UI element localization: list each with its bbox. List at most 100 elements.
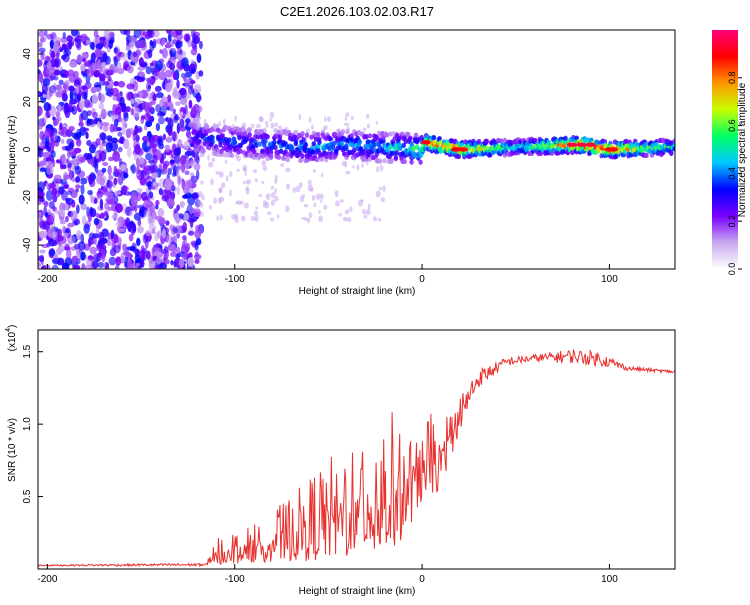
spectrogram-point <box>278 148 284 154</box>
spectrogram-point <box>67 162 72 168</box>
spectrogram-point <box>207 154 210 161</box>
spectrogram-point <box>93 236 97 245</box>
spectrogram-point <box>58 79 64 86</box>
spectrogram-point <box>232 139 238 146</box>
spectrogram-point <box>114 168 123 178</box>
spectrogram-peak <box>450 147 461 152</box>
spectrogram-point <box>298 182 303 188</box>
spectrogram-point <box>393 154 399 161</box>
spectrogram-point <box>244 170 247 177</box>
spectrogram-point <box>131 93 140 98</box>
spectrogram-point <box>300 153 305 159</box>
spectrogram-point <box>50 52 56 59</box>
spectrogram-point <box>76 54 83 64</box>
spectrogram-point <box>276 154 282 160</box>
spectrogram-point <box>154 60 164 71</box>
spectrogram-point <box>401 142 406 148</box>
snr-y-ticks: 0.5 1.0 1.5 <box>22 344 43 504</box>
spectrogram-point <box>136 192 142 202</box>
spectrogram-point <box>314 157 320 163</box>
spectrogram-point <box>194 152 199 163</box>
spectrogram-point <box>285 151 291 158</box>
spectrogram-point <box>38 145 42 156</box>
spectrogram-point <box>210 178 214 186</box>
spectrogram-point <box>113 81 120 87</box>
spectrogram-point <box>258 194 263 198</box>
spectrogram-point <box>48 182 57 189</box>
spectrogram-point <box>226 152 231 158</box>
spectrogram-point <box>71 132 78 139</box>
spectrogram-point <box>130 108 135 116</box>
spectrogram-point <box>345 170 351 175</box>
spectrogram-point <box>79 99 85 110</box>
spectrogram-point <box>138 208 145 218</box>
spectrogram-x-tick-label: -200 <box>37 274 57 285</box>
spectrogram-point <box>169 49 173 57</box>
snr-marks <box>38 348 675 568</box>
spectrogram-point <box>163 163 168 170</box>
spectrogram-point <box>108 175 114 180</box>
spectrogram-point <box>80 184 85 195</box>
spectrogram-point <box>189 79 196 85</box>
spectrogram-point <box>292 187 296 194</box>
spectrogram-point <box>173 208 178 214</box>
spectrogram-point <box>100 108 107 120</box>
spectrogram-point <box>318 210 321 214</box>
spectrogram-point <box>134 124 139 136</box>
spectrogram-point <box>313 202 317 208</box>
spectrogram-point <box>250 144 256 150</box>
snr-y-tick-label: 1.0 <box>22 417 33 431</box>
spectrogram-point <box>375 120 379 125</box>
spectrogram-point <box>164 227 170 234</box>
spectrogram-point <box>89 41 95 50</box>
spectrogram-point <box>91 260 99 269</box>
spectrogram-point <box>175 41 183 49</box>
spectrogram-point <box>61 262 70 269</box>
spectrogram-point <box>331 140 337 147</box>
spectrogram-point <box>156 257 163 264</box>
spectrogram-point <box>39 190 45 199</box>
snr-multiplier-base: (x10 <box>7 331 18 351</box>
snr-multiplier-close: ) <box>7 325 18 328</box>
spectrogram-point <box>345 128 350 135</box>
spectrogram-point <box>179 87 188 99</box>
spectrogram-point <box>57 85 63 96</box>
snr-x-label: Height of straight line (km) <box>299 586 416 597</box>
spectrogram-point <box>285 183 291 190</box>
spectrogram-point <box>172 130 176 142</box>
spectrogram-point <box>57 246 62 255</box>
spectrogram-point <box>138 249 146 260</box>
spectrogram-point <box>255 206 259 210</box>
colorbar-ticks: 0.0 0.2 0.4 0.6 0.8 <box>727 72 742 276</box>
spectrogram-point <box>85 131 89 140</box>
spectrogram-y-tick-label: -40 <box>22 237 33 252</box>
spectrogram-point <box>43 205 48 216</box>
spectrogram-point <box>166 41 171 48</box>
snr-y-multiplier: (x104) <box>5 325 18 352</box>
snr-y-tick-label: 1.5 <box>22 344 33 358</box>
spectrogram-point <box>132 51 137 58</box>
spectrogram-point <box>254 178 258 183</box>
spectrogram-point <box>54 118 60 124</box>
spectrogram-point <box>185 130 192 138</box>
spectrogram-point <box>293 129 298 135</box>
spectrogram-point <box>382 158 387 164</box>
spectrogram-point <box>137 127 142 133</box>
colorbar-tick-label: 0.0 <box>727 263 737 276</box>
spectrogram-point <box>71 158 78 166</box>
spectrogram-point <box>135 134 140 142</box>
spectrogram-point <box>73 70 79 79</box>
spectrogram-point <box>65 215 69 223</box>
spectrogram-point <box>178 258 185 268</box>
spectrogram-point <box>276 214 280 219</box>
spectrogram-point <box>330 145 336 151</box>
spectrogram-point <box>350 115 354 121</box>
spectrogram-point <box>161 38 166 45</box>
spectrogram-point <box>196 138 202 144</box>
spectrogram-point <box>52 195 58 203</box>
spectrogram-point <box>184 79 190 89</box>
spectrogram-point <box>378 186 383 191</box>
spectrogram-point <box>160 96 169 103</box>
spectrogram-point <box>181 241 186 250</box>
spectrogram-point <box>356 164 360 171</box>
